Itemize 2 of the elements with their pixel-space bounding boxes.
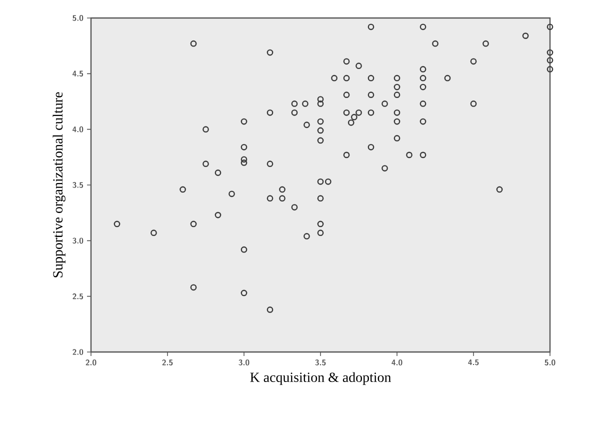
x-axis-title: K acquisition & adoption (250, 372, 392, 385)
y-axis-title: Supportive organizational culture (52, 92, 66, 278)
